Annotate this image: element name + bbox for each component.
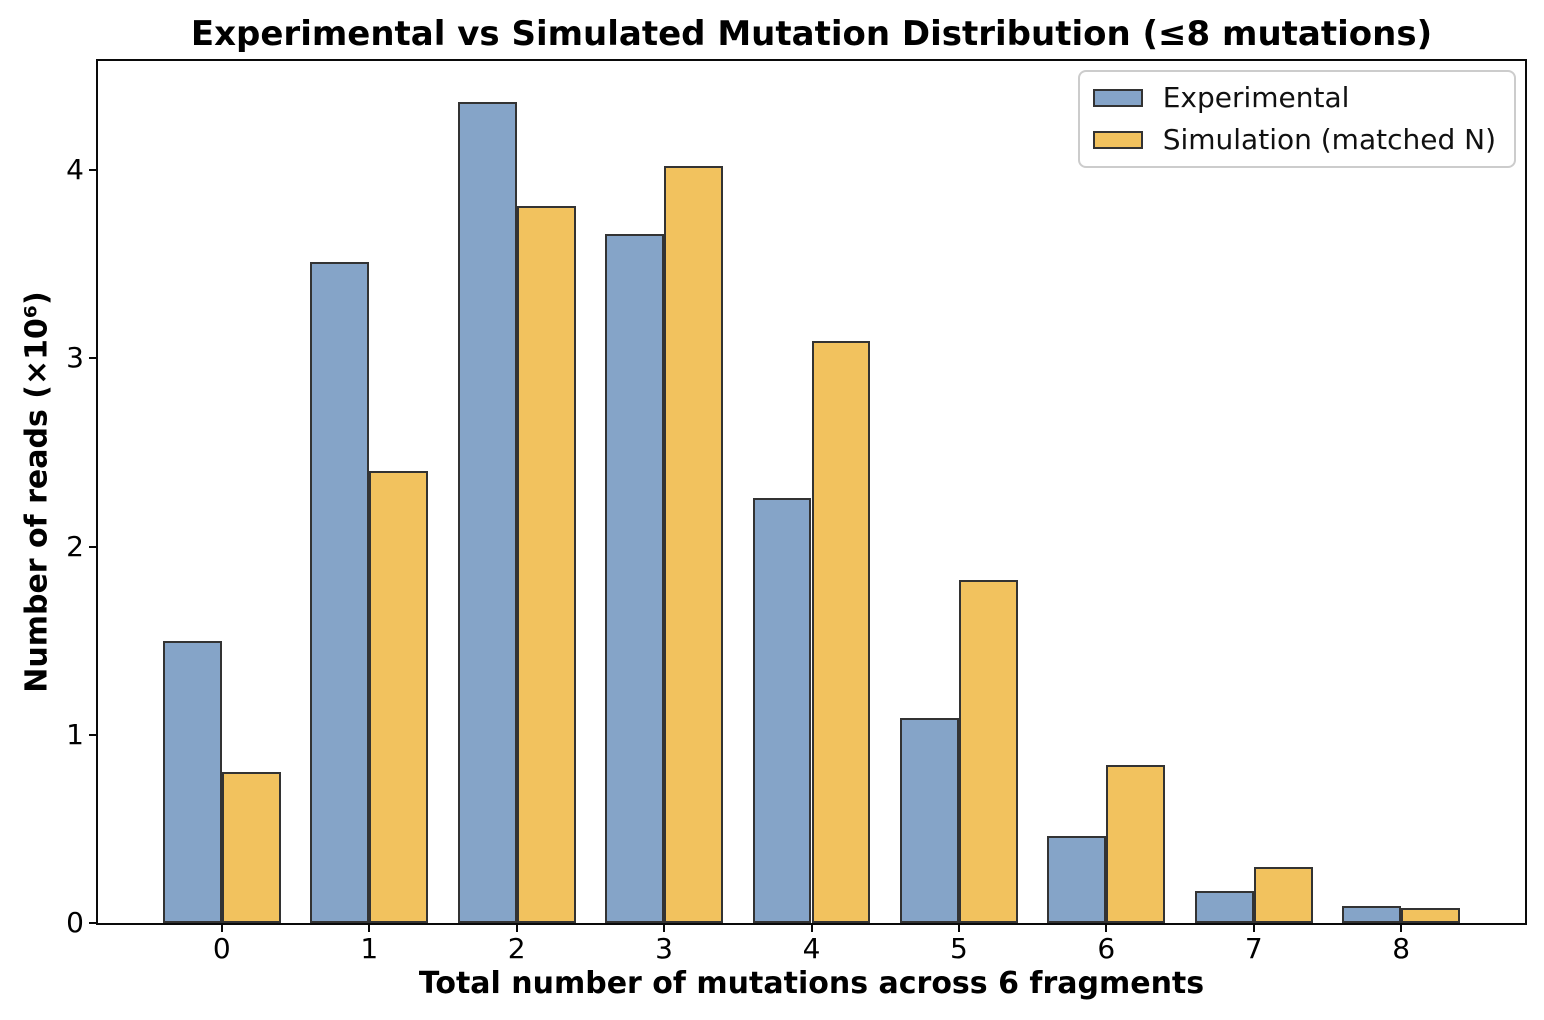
y-tick-label: 1 — [66, 717, 84, 751]
bar-experimental-1 — [310, 262, 370, 923]
x-tick-label: 2 — [507, 932, 526, 965]
bar-simulation-7 — [1253, 866, 1313, 923]
bar-simulation-2 — [516, 205, 576, 923]
x-tick-label: 6 — [1097, 932, 1116, 965]
legend: Experimental Simulation (matched N) — [1077, 70, 1516, 169]
chart-title: Experimental vs Simulated Mutation Distr… — [190, 14, 1433, 54]
y-tick-label: 3 — [66, 341, 84, 375]
bar-simulation-8 — [1401, 907, 1461, 923]
x-tick-label: 8 — [1392, 932, 1411, 965]
bar-experimental-5 — [899, 717, 959, 923]
x-tick — [515, 923, 518, 932]
x-tick-label: 1 — [360, 932, 379, 965]
x-tick — [1105, 923, 1108, 932]
plot-area: Experimental Simulation (matched N) 0 1 2 3 4… — [66, 59, 1527, 963]
bar-experimental-6 — [1047, 836, 1107, 923]
x-tick — [368, 923, 371, 932]
bar-experimental-4 — [752, 497, 812, 923]
bar-experimental-3 — [605, 234, 665, 923]
legend-label-experimental: Experimental — [1162, 81, 1350, 114]
y-axis-label: Number of reads (×10⁶) — [19, 291, 55, 693]
x-tick-label: 3 — [655, 932, 673, 965]
x-tick — [1252, 923, 1255, 932]
y-tick — [89, 922, 98, 924]
x-tick-label: 4 — [802, 932, 821, 965]
bar-simulation-1 — [369, 471, 429, 923]
bar-simulation-6 — [1106, 764, 1166, 923]
legend-swatch-simulation — [1092, 131, 1143, 150]
bar-simulation-3 — [664, 166, 724, 923]
x-tick — [1400, 923, 1403, 932]
bar-simulation-0 — [221, 772, 281, 923]
legend-label-simulation: Simulation (matched N) — [1162, 123, 1496, 157]
legend-row-experimental: Experimental — [1092, 81, 1496, 114]
x-tick — [220, 923, 223, 932]
x-tick-label: 5 — [949, 932, 968, 965]
y-tick — [89, 169, 98, 172]
x-tick — [957, 923, 960, 932]
y-tick-label: 0 — [66, 906, 84, 939]
bar-experimental-8 — [1342, 906, 1402, 923]
bar-simulation-5 — [958, 580, 1018, 923]
bar-experimental-2 — [457, 102, 517, 923]
x-tick-label: 7 — [1244, 932, 1263, 965]
legend-swatch-experimental — [1092, 89, 1143, 108]
bar-experimental-0 — [162, 640, 222, 923]
bar-experimental-7 — [1194, 891, 1254, 923]
x-axis-label: Total number of mutations across 6 fragm… — [418, 966, 1205, 1001]
y-tick-label: 4 — [66, 153, 84, 187]
bar-simulation-4 — [811, 341, 871, 923]
x-tick — [663, 923, 666, 932]
y-tick-label: 2 — [66, 529, 84, 563]
x-tick-label: 0 — [212, 932, 231, 965]
y-tick — [89, 545, 98, 548]
y-tick — [89, 733, 98, 736]
y-tick — [89, 357, 98, 360]
legend-row-simulation: Simulation (matched N) — [1092, 123, 1496, 157]
x-tick — [810, 923, 813, 932]
